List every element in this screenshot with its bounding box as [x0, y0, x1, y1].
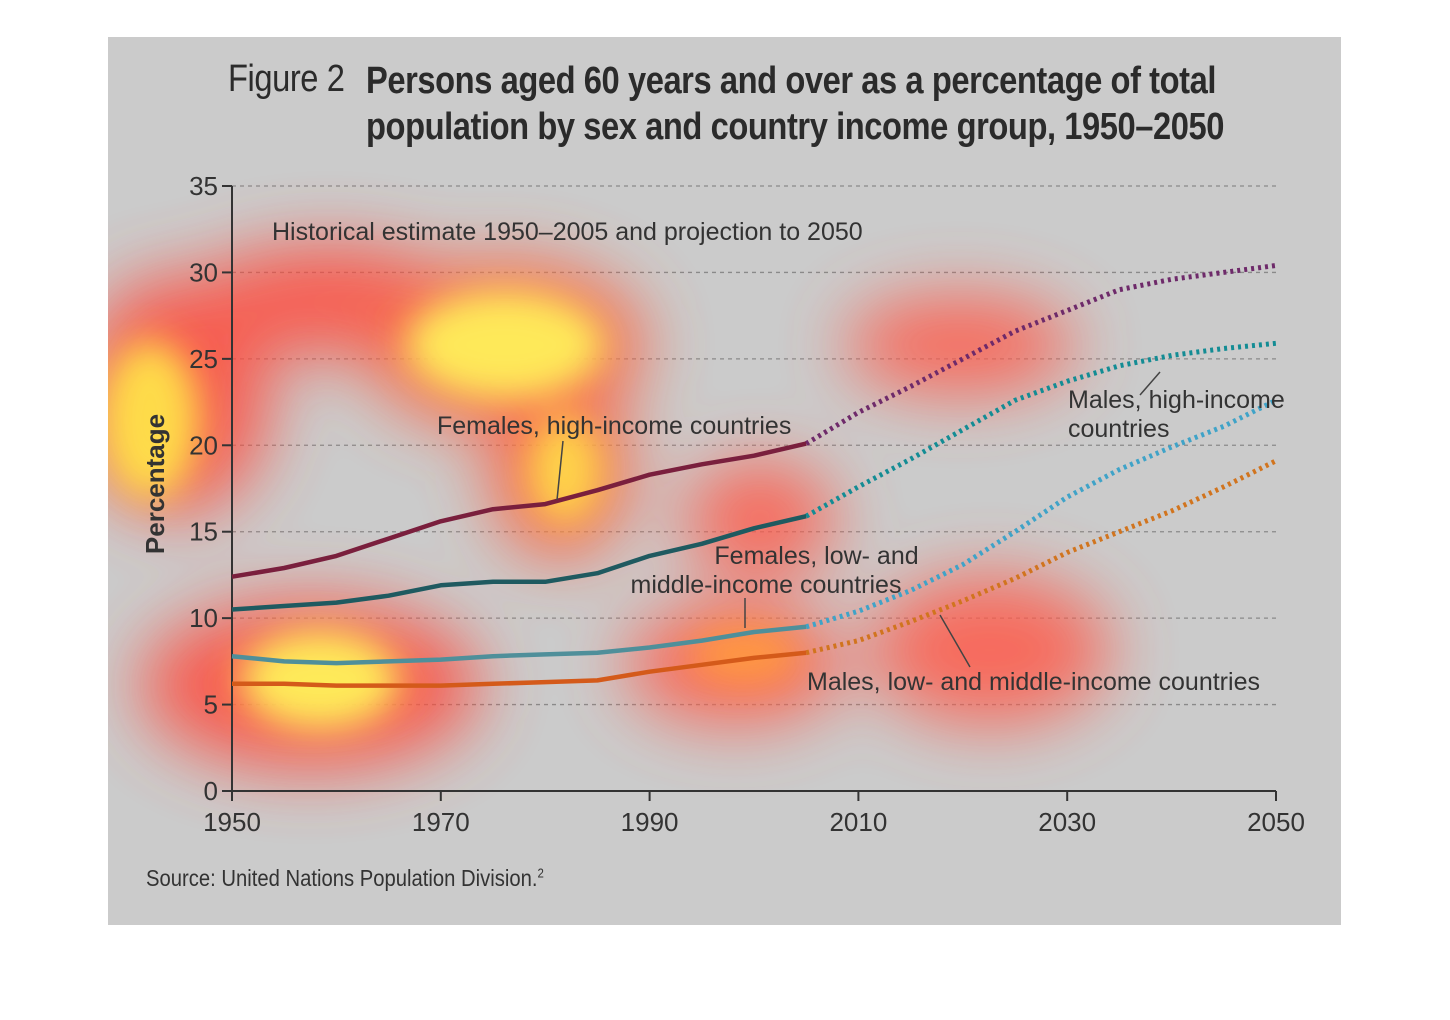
x-tick-label: 2010	[829, 807, 887, 837]
y-axis-label: Percentage	[140, 414, 170, 554]
x-tick-label: 2030	[1038, 807, 1096, 837]
annotation-females-low: Females, low- and middle-income countrie…	[631, 542, 926, 599]
source-footnote-marker: 2	[537, 865, 544, 881]
annotation-males-high-line2: countries	[1068, 415, 1169, 443]
heat-blob	[685, 460, 835, 580]
y-tick-label: 0	[204, 776, 218, 806]
annotation-males-high-line1: Males, high-income	[1068, 386, 1285, 414]
axes	[231, 186, 1276, 792]
chart-subtitle: Historical estimate 1950–2005 and projec…	[272, 218, 863, 246]
x-tick-label: 1950	[203, 807, 261, 837]
figure-title-line-1: Persons aged 60 years and over as a perc…	[366, 60, 1217, 102]
y-tick-label: 20	[189, 430, 218, 460]
heat-blob	[845, 295, 1075, 395]
y-tick-label: 5	[204, 690, 218, 720]
source-note: Source: United Nations Population Divisi…	[146, 865, 544, 892]
x-tick-label: 1970	[412, 807, 470, 837]
annotation-leaders	[556, 371, 1161, 668]
y-tick-label: 10	[189, 603, 218, 633]
annotation-females-low-line2: middle-income countries	[631, 571, 902, 599]
series-projection-line-2	[805, 398, 1278, 630]
y-tick-label: 35	[189, 171, 218, 201]
x-ticks: 1950 1970 1990 2010 2030 2050	[203, 791, 1305, 837]
leader-females-high	[556, 440, 564, 501]
heat-blob	[527, 415, 603, 525]
figure-label: Figure 2	[228, 58, 345, 100]
annotation-males-low: Males, low- and middle-income countries	[807, 668, 1260, 696]
y-tick-label: 15	[189, 517, 218, 547]
series-historical-line-1	[231, 514, 807, 612]
series-projection-line-1	[804, 340, 1277, 519]
y-tick-label: 25	[189, 344, 218, 374]
figure-title: Persons aged 60 years and over as a perc…	[366, 58, 1224, 150]
annotation-females-low-line1: Females, low- and	[714, 542, 918, 570]
series-historical-line-0	[231, 441, 807, 579]
heat-blob	[240, 630, 400, 730]
leader-males-low	[939, 614, 971, 668]
heat-blob	[870, 575, 1110, 725]
source-text: Source: United Nations Population Divisi…	[146, 865, 538, 891]
series-projection-line-0	[804, 263, 1277, 446]
annotation-females-high: Females, high-income countries	[437, 412, 791, 440]
series-historical-line-2	[231, 624, 807, 666]
y-ticks: 0 5 10 15 20 25 30 35	[189, 171, 232, 806]
figure-title-line-2: population by sex and country income gro…	[366, 106, 1224, 148]
series-historical-line-3	[232, 650, 807, 688]
x-tick-label: 1990	[621, 807, 679, 837]
y-tick-label: 30	[189, 257, 218, 287]
heat-blob	[405, 290, 605, 400]
series-lines	[231, 263, 1278, 688]
heat-blob	[108, 340, 200, 500]
annotation-males-high: Males, high-income countries	[1068, 386, 1292, 443]
series-projection-line-3	[805, 458, 1278, 656]
x-tick-label: 2050	[1247, 807, 1305, 837]
attention-heatmap-overlay	[108, 245, 1110, 770]
leader-males-high	[1139, 371, 1161, 396]
